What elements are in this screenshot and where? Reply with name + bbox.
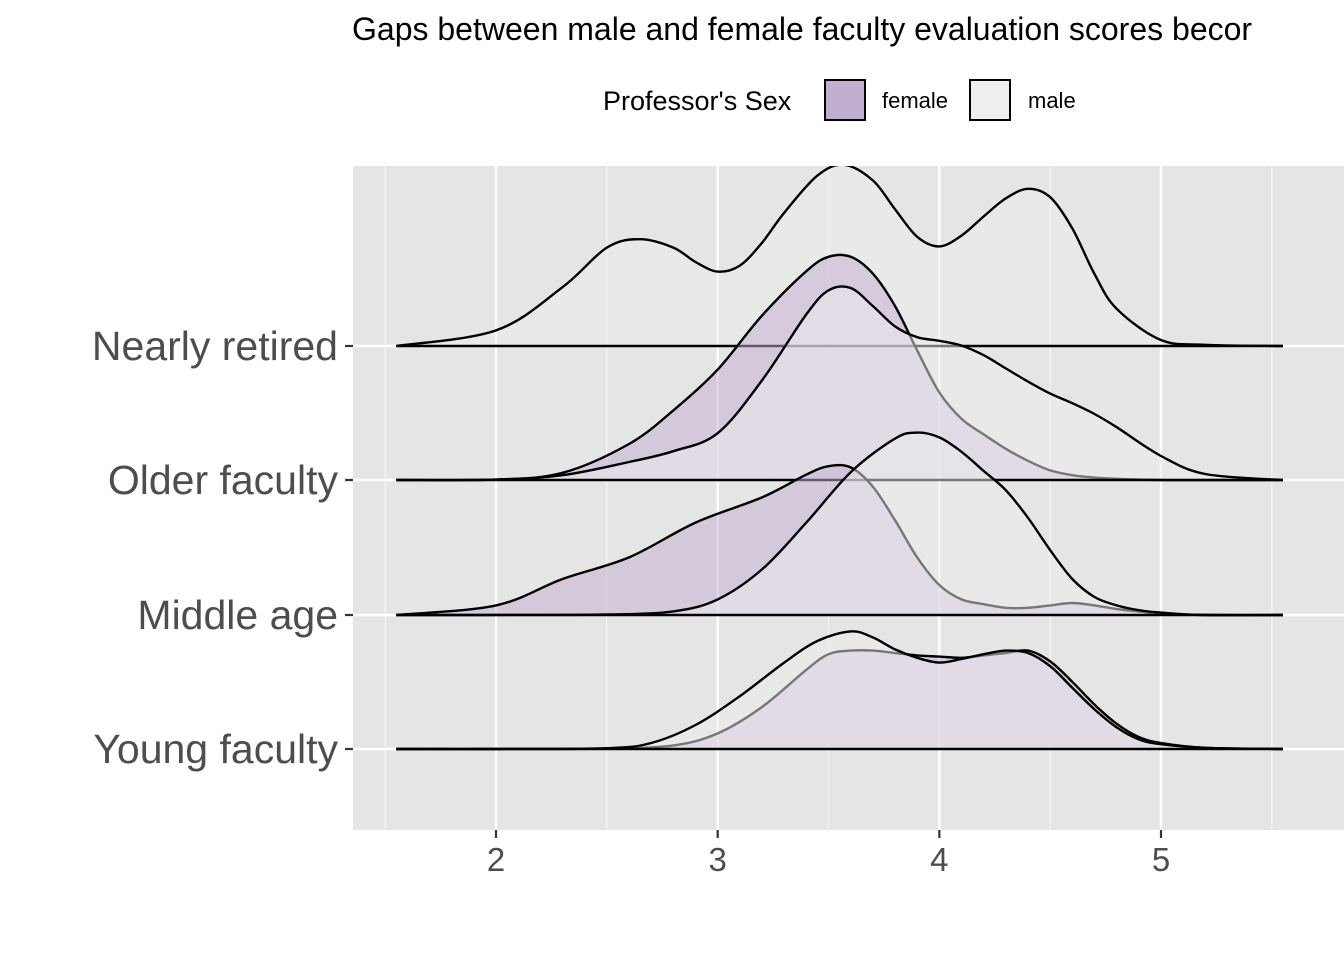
x-tick-label: 4 (930, 841, 948, 878)
legend-label-female: female (882, 88, 948, 113)
density-line-young-faculty-male (396, 630, 1283, 751)
density-line-nearly-retired-male (396, 166, 1283, 348)
density-line-older-faculty-male (396, 285, 1283, 482)
legend: Professor's Sex female male (603, 79, 1076, 121)
y-axis: Young faculty Middle age Older faculty Near… (92, 323, 353, 772)
legend-swatch-male (969, 79, 1011, 121)
y-tick-label: Middle age (137, 592, 338, 638)
density-area-middle-age-male (396, 432, 1283, 616)
density-area-older-faculty-male (396, 286, 1283, 481)
legend-title: Professor's Sex (603, 86, 792, 116)
y-tick-label: Nearly retired (92, 323, 338, 369)
x-tick-label: 3 (708, 841, 726, 878)
legend-label-male: male (1028, 88, 1076, 113)
x-axis: 2 3 4 5 (487, 830, 1170, 878)
x-tick-label: 5 (1152, 841, 1170, 878)
x-tick-label: 2 (487, 841, 505, 878)
density-area-young-faculty-male (396, 631, 1283, 750)
ridges (396, 166, 1283, 751)
legend-swatch-female (824, 79, 866, 121)
y-tick-label: Young faculty (93, 726, 338, 772)
y-tick-label: Older faculty (108, 457, 339, 503)
chart-title: Gaps between male and female faculty eva… (352, 11, 1252, 47)
density-line-middle-age-male (396, 431, 1283, 617)
